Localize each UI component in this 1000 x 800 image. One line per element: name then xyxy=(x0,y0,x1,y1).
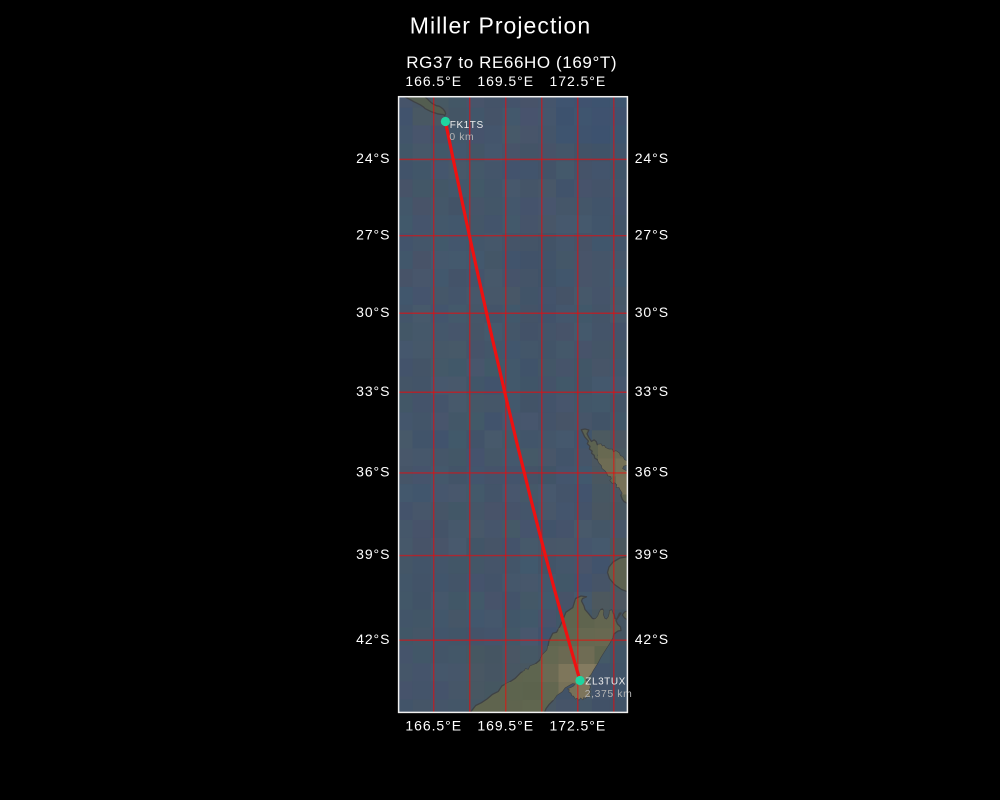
svg-text:33°S: 33°S xyxy=(635,383,669,399)
svg-text:166.5°E: 166.5°E xyxy=(405,73,462,89)
svg-text:33°S: 33°S xyxy=(356,383,390,399)
svg-text:42°S: 42°S xyxy=(635,631,669,647)
svg-text:RG37 to RE66HO (169°T): RG37 to RE66HO (169°T) xyxy=(406,53,617,72)
svg-text:39°S: 39°S xyxy=(635,546,669,562)
svg-text:39°S: 39°S xyxy=(356,546,390,562)
svg-text:30°S: 30°S xyxy=(356,304,390,320)
svg-text:36°S: 36°S xyxy=(356,464,390,480)
svg-text:0 km: 0 km xyxy=(449,132,474,143)
svg-text:166.5°E: 166.5°E xyxy=(405,717,462,733)
svg-text:42°S: 42°S xyxy=(356,631,390,647)
svg-text:169.5°E: 169.5°E xyxy=(477,73,534,89)
svg-text:169.5°E: 169.5°E xyxy=(477,717,534,733)
svg-text:30°S: 30°S xyxy=(635,304,669,320)
svg-text:27°S: 27°S xyxy=(356,226,390,242)
svg-text:2,375 km: 2,375 km xyxy=(585,689,633,700)
svg-text:24°S: 24°S xyxy=(356,150,390,166)
svg-text:172.5°E: 172.5°E xyxy=(549,73,606,89)
svg-text:ZL3TUX: ZL3TUX xyxy=(585,677,626,688)
svg-text:36°S: 36°S xyxy=(635,464,669,480)
svg-text:172.5°E: 172.5°E xyxy=(549,717,606,733)
svg-text:24°S: 24°S xyxy=(635,150,669,166)
svg-text:27°S: 27°S xyxy=(635,226,669,242)
svg-text:Miller Projection: Miller Projection xyxy=(410,12,591,38)
svg-text:FK1TS: FK1TS xyxy=(450,120,484,131)
